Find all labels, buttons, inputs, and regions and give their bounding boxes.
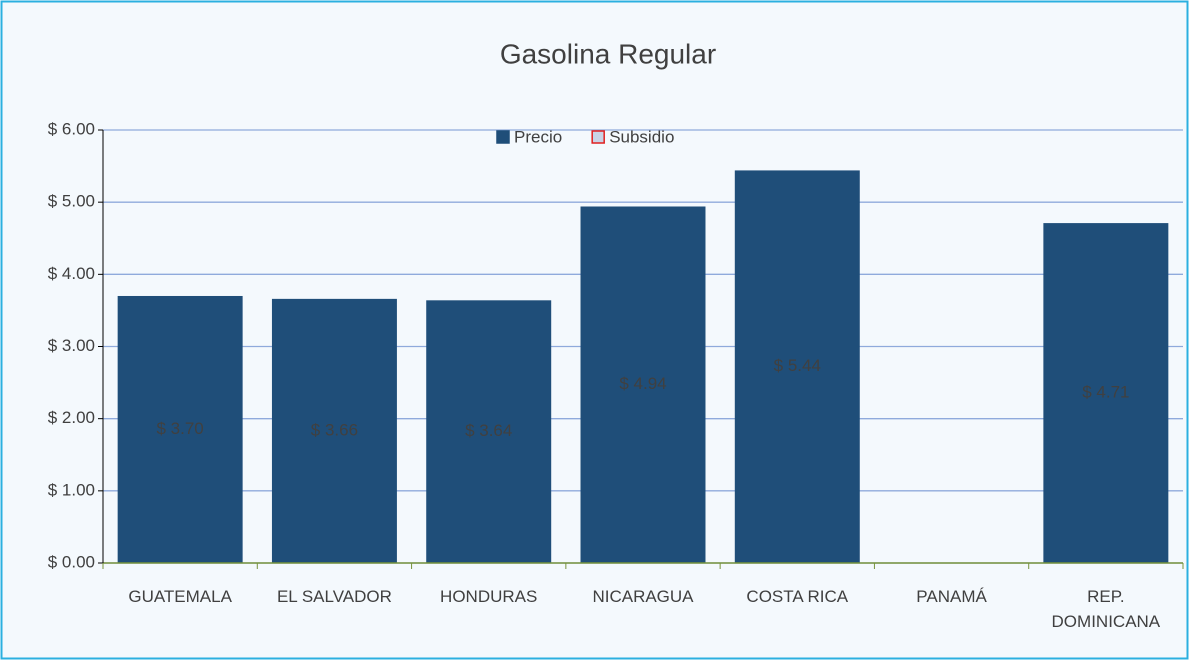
data-label: $ 4.71 <box>1082 383 1129 402</box>
legend-label: Precio <box>514 127 562 146</box>
x-tick-label: COSTA RICA <box>746 587 849 606</box>
x-tick-label: EL SALVADOR <box>276 587 392 606</box>
x-tick-label: NICARAGUA <box>592 587 694 606</box>
y-tick-label: $ 2.00 <box>48 408 95 427</box>
data-label: $ 4.94 <box>619 374 666 393</box>
data-label: $ 3.70 <box>157 419 204 438</box>
x-tick-label: HONDURAS <box>440 587 538 606</box>
y-tick-label: $ 1.00 <box>48 480 95 499</box>
legend-swatch <box>591 130 605 144</box>
data-label: $ 3.64 <box>465 421 512 440</box>
x-tick-label: REP. DOMINICANA <box>1051 587 1161 631</box>
y-tick-label: $ 4.00 <box>48 264 95 283</box>
y-tick-label: $ 6.00 <box>48 119 95 138</box>
bar <box>117 295 243 563</box>
bar <box>1043 223 1169 563</box>
legend-swatch <box>496 130 510 144</box>
bar <box>271 298 397 563</box>
y-tick-label: $ 5.00 <box>48 192 95 211</box>
x-tick-label: PANAMÁ <box>916 587 987 606</box>
y-tick-label: $ 3.00 <box>48 336 95 355</box>
x-tick-label: GUATEMALA <box>128 587 232 606</box>
legend-label: Subsidio <box>609 127 674 146</box>
bar <box>734 170 860 563</box>
data-label: $ 3.66 <box>311 420 358 439</box>
bar <box>580 206 706 563</box>
bar <box>426 300 552 563</box>
data-label: $ 5.44 <box>774 356 821 375</box>
y-tick-label: $ 0.00 <box>48 552 95 571</box>
chart-title: Gasolina Regular <box>500 38 716 69</box>
